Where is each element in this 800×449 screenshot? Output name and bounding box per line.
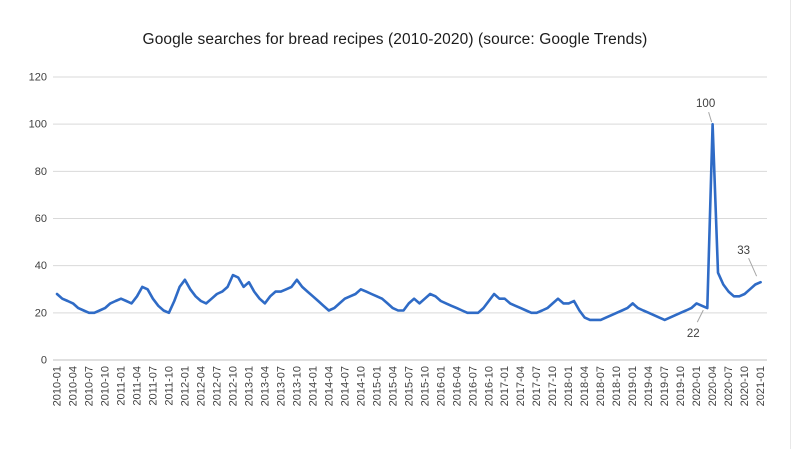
chart-title: Google searches for bread recipes (2010-… bbox=[142, 31, 648, 48]
annotation-leader-line bbox=[708, 112, 713, 123]
y-tick-label: 20 bbox=[35, 307, 47, 319]
x-tick-label: 2015-04 bbox=[387, 366, 399, 406]
x-tick-label: 2010-04 bbox=[67, 366, 79, 406]
x-tick-label: 2019-07 bbox=[659, 366, 671, 406]
panel-divider bbox=[790, 0, 791, 449]
trend-line-series bbox=[55, 122, 762, 322]
x-tick-label: 2019-04 bbox=[643, 366, 655, 406]
y-tick-label: 80 bbox=[35, 166, 47, 178]
x-tick-label: 2020-01 bbox=[691, 366, 703, 406]
x-tick-label: 2011-01 bbox=[115, 366, 127, 406]
x-tick-label: 2013-01 bbox=[243, 366, 255, 406]
x-tick-label: 2012-04 bbox=[195, 366, 207, 406]
x-tick-label: 2016-07 bbox=[467, 366, 479, 406]
x-tick-label: 2020-07 bbox=[723, 366, 735, 406]
x-tick-label: 2016-01 bbox=[435, 366, 447, 406]
x-tick-label: 2017-07 bbox=[531, 366, 543, 406]
x-tick-label: 2010-01 bbox=[52, 366, 64, 406]
y-tick-label: 60 bbox=[35, 213, 47, 225]
x-tick-label: 2011-04 bbox=[131, 366, 143, 406]
x-tick-label: 2010-10 bbox=[99, 366, 111, 406]
x-tick-label: 2017-04 bbox=[515, 366, 527, 406]
x-tick-label: 2016-04 bbox=[451, 366, 463, 406]
x-tick-label: 2014-07 bbox=[339, 366, 351, 406]
x-tick-label: 2020-04 bbox=[707, 366, 719, 406]
annotation-leader-line bbox=[748, 257, 758, 277]
x-tick-label: 2017-10 bbox=[547, 366, 559, 406]
x-tick-label: 2019-01 bbox=[627, 366, 639, 406]
x-tick-label: 2011-10 bbox=[163, 366, 175, 406]
x-tick-label: 2011-07 bbox=[147, 366, 159, 406]
x-tick-label: 2014-04 bbox=[323, 366, 335, 406]
x-tick-label: 2012-10 bbox=[227, 366, 239, 406]
x-tick-label: 2016-10 bbox=[483, 366, 495, 406]
x-tick-label: 2012-01 bbox=[179, 366, 191, 406]
x-tick-label: 2017-01 bbox=[499, 366, 511, 406]
x-tick-label: 2021-01 bbox=[755, 366, 767, 406]
y-tick-label: 120 bbox=[29, 72, 47, 84]
x-tick-label: 2020-10 bbox=[739, 366, 751, 406]
y-tick-label: 0 bbox=[41, 355, 47, 367]
x-tick-label: 2018-01 bbox=[563, 366, 575, 406]
x-tick-label: 2015-10 bbox=[419, 366, 431, 406]
annotation-label-33: 33 bbox=[737, 245, 750, 257]
annotation-label-22: 22 bbox=[687, 328, 700, 340]
x-tick-label: 2013-10 bbox=[291, 366, 303, 406]
annotation-leader-line bbox=[696, 309, 704, 323]
annotation-label-100: 100 bbox=[696, 98, 715, 110]
x-tick-label: 2010-07 bbox=[83, 366, 95, 406]
x-tick-label: 2018-10 bbox=[611, 366, 623, 406]
x-tick-label: 2019-10 bbox=[675, 366, 687, 406]
x-tick-label: 2015-01 bbox=[371, 366, 383, 406]
y-tick-label: 40 bbox=[35, 260, 47, 272]
x-tick-label: 2018-07 bbox=[595, 366, 607, 406]
x-tick-label: 2018-04 bbox=[579, 366, 591, 406]
x-tick-label: 2013-04 bbox=[259, 366, 271, 406]
y-tick-label: 100 bbox=[29, 119, 47, 131]
x-tick-label: 2012-07 bbox=[211, 366, 223, 406]
x-tick-label: 2013-07 bbox=[275, 366, 287, 406]
x-tick-label: 2015-07 bbox=[403, 366, 415, 406]
x-tick-label: 2014-01 bbox=[307, 366, 319, 406]
x-tick-label: 2014-10 bbox=[355, 366, 367, 406]
